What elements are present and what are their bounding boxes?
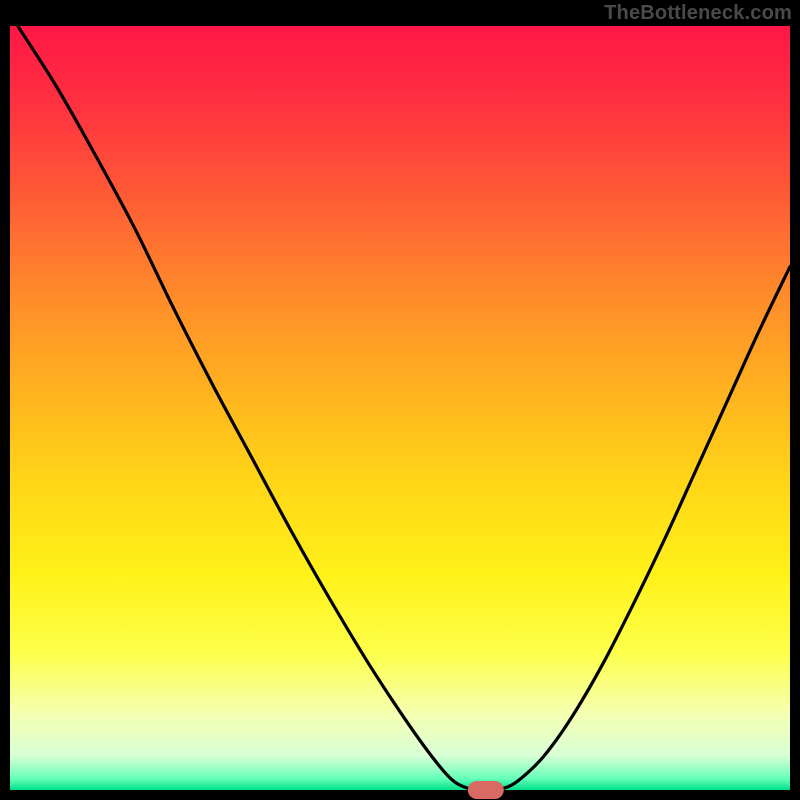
bottleneck-marker	[468, 781, 504, 799]
chart-container: TheBottleneck.com	[0, 0, 800, 800]
bottleneck-chart	[0, 0, 800, 800]
chart-plot-area	[10, 26, 790, 790]
